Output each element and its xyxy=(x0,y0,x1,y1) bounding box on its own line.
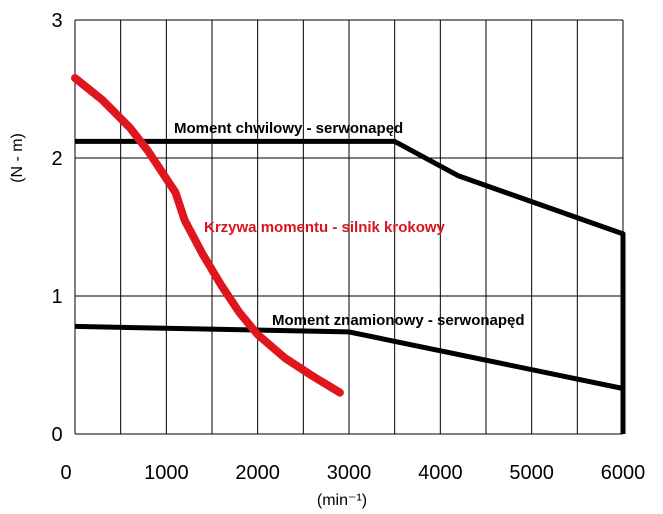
series-line-krzywa-momentu xyxy=(71,74,344,397)
x-tick-label: 3000 xyxy=(327,462,372,484)
series-line-moment-chwilowy xyxy=(75,138,626,434)
y-axis-label: (N - m) xyxy=(9,133,26,183)
x-tick-label: 0 xyxy=(60,462,71,484)
series-label-moment-znamionowy: Moment znamionowy - serwonapęd xyxy=(272,312,525,329)
y-tick-label: 0 xyxy=(51,424,62,446)
x-tick-label: 4000 xyxy=(418,462,463,484)
x-axis-label: (min⁻¹) xyxy=(317,492,367,509)
x-tick-label: 1000 xyxy=(144,462,189,484)
series-line-moment-znamionowy xyxy=(74,323,624,391)
x-tick-label: 2000 xyxy=(235,462,280,484)
x-tick-label: 6000 xyxy=(601,462,646,484)
y-tick-label: 1 xyxy=(51,286,62,308)
y-tick-label: 3 xyxy=(51,10,62,32)
series-lines xyxy=(71,74,626,434)
tick-labels: 0 1000 2000 3000 4000 5000 6000 0 1 2 3 xyxy=(51,10,645,484)
x-tick-label: 5000 xyxy=(509,462,554,484)
series-labels: Moment chwilowy - serwonapęd Krzywa mome… xyxy=(174,120,525,329)
y-tick-label: 2 xyxy=(51,148,62,170)
series-label-moment-chwilowy: Moment chwilowy - serwonapęd xyxy=(174,120,403,137)
series-label-krzywa-momentu: Krzywa momentu - silnik krokowy xyxy=(204,219,446,236)
